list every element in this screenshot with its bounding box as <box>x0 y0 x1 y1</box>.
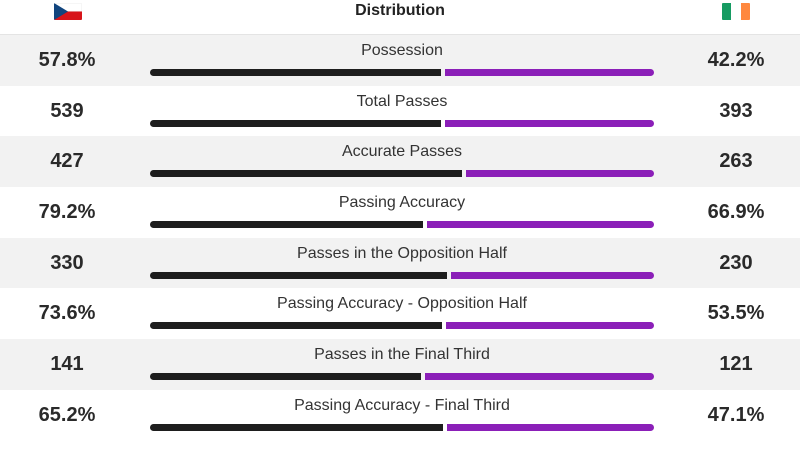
stat-label: Passes in the Final Third <box>314 346 490 364</box>
stats-list: 57.8% Possession 42.2% 539 Total Passes … <box>0 35 800 441</box>
comparison-bar <box>150 69 654 76</box>
away-value: 230 <box>719 251 753 274</box>
home-value: 427 <box>50 150 84 173</box>
home-bar <box>150 221 424 229</box>
stat-label: Possession <box>361 42 443 59</box>
stat-row-total-passes: 539 Total Passes 393 <box>0 86 800 137</box>
comparison-bar <box>150 170 654 178</box>
stat-label: Passing Accuracy <box>338 194 466 212</box>
away-value: 66.9% <box>707 200 765 223</box>
home-value: 141 <box>50 352 84 375</box>
home-value: 57.8% <box>38 48 96 71</box>
away-bar <box>427 221 654 229</box>
home-value: 65.2% <box>38 403 96 426</box>
away-value: 53.5% <box>707 302 765 325</box>
away-value: 263 <box>719 150 753 173</box>
comparison-bar <box>150 423 654 431</box>
home-value: 539 <box>50 99 84 122</box>
stat-row-accuracy-final-third: 65.2% Passing Accuracy - Final Third 47.… <box>0 390 800 441</box>
comparison-bar <box>150 271 654 279</box>
stat-label: Passing Accuracy - Opposition Half <box>277 295 527 313</box>
away-value: 47.1% <box>707 403 765 426</box>
home-bar <box>150 119 442 127</box>
czech-flag-icon <box>54 3 82 20</box>
home-bar <box>150 373 422 381</box>
home-bar <box>150 322 442 330</box>
comparison-bar <box>150 221 654 229</box>
stat-row-accuracy-opposition-half: 73.6% Passing Accuracy - Opposition Half… <box>0 288 800 339</box>
stat-row-passes-opposition-half: 330 Passes in the Opposition Half 230 <box>0 237 800 289</box>
away-value: 42.2% <box>707 48 765 71</box>
away-bar <box>465 170 654 178</box>
stat-label: Passes in the Opposition Half <box>297 244 507 262</box>
home-bar <box>150 423 443 431</box>
away-bar <box>445 322 654 330</box>
stat-row-passing-accuracy: 79.2% Passing Accuracy 66.9% <box>0 187 800 238</box>
section-title: Distribution <box>355 2 445 19</box>
home-value: 330 <box>50 251 84 274</box>
stat-row-accurate-passes: 427 Accurate Passes 263 <box>0 136 800 188</box>
ireland-flag-icon <box>722 3 750 20</box>
stat-label: Total Passes <box>356 92 448 110</box>
comparison-bar <box>150 373 654 381</box>
home-bar <box>150 170 462 178</box>
away-bar <box>445 119 654 127</box>
away-bar <box>446 423 654 431</box>
comparison-bar <box>150 322 654 330</box>
away-bar <box>445 69 654 76</box>
stat-row-passes-final-third: 141 Passes in the Final Third 121 <box>0 339 800 390</box>
home-value: 73.6% <box>38 302 96 325</box>
away-value: 121 <box>719 352 753 375</box>
stat-row-possession: 57.8% Possession 42.2% <box>0 35 800 86</box>
comparison-bar <box>150 119 654 127</box>
stats-header: Distribution <box>0 0 800 35</box>
away-value: 393 <box>719 99 753 122</box>
home-bar <box>150 69 442 76</box>
stat-label: Passing Accuracy - Final Third <box>294 396 510 414</box>
home-value: 79.2% <box>38 200 96 223</box>
home-bar <box>150 271 447 279</box>
away-bar <box>450 271 654 279</box>
away-bar <box>425 373 654 381</box>
stat-label: Accurate Passes <box>341 143 463 161</box>
